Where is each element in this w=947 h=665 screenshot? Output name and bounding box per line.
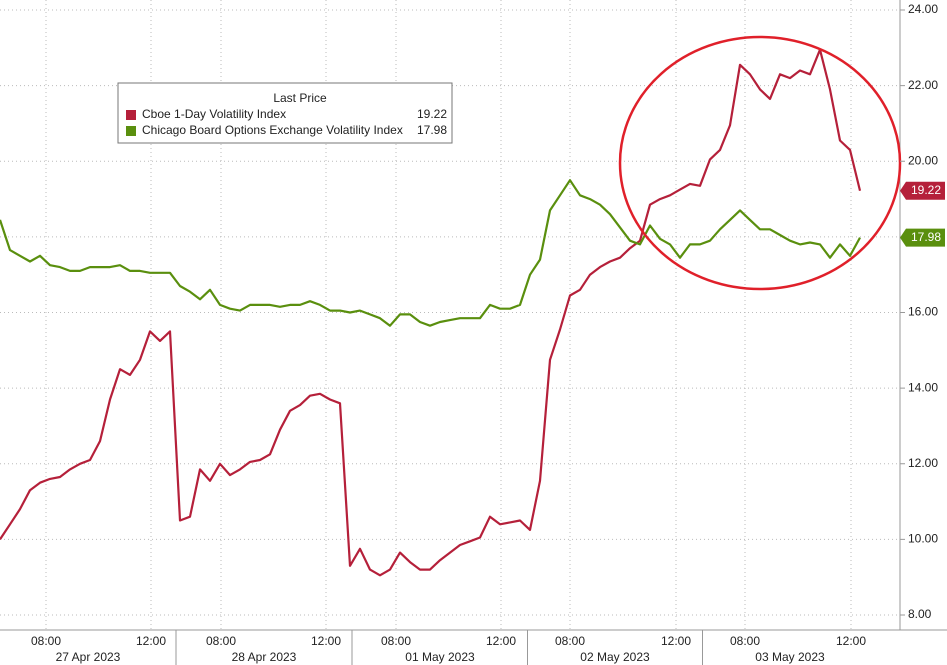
last-price-tag [900, 228, 945, 247]
legend-swatch [126, 126, 136, 136]
lines [0, 48, 862, 577]
x-tick-label: 12:00 [136, 634, 166, 648]
y-tick-label: 22.00 [908, 78, 938, 92]
x-tick-label: 08:00 [31, 634, 61, 648]
y-tick-label: 24.00 [908, 2, 938, 16]
day-label: 01 May 2023 [405, 650, 475, 664]
last-price-tag [900, 181, 945, 200]
day-label: 02 May 2023 [580, 650, 650, 664]
legend-box [117, 82, 453, 144]
x-tick-label: 08:00 [206, 634, 236, 648]
highlight-circle [618, 35, 902, 291]
y-tick-label: 10.00 [908, 532, 938, 546]
series-line [0, 48, 862, 577]
last-price-label: 19.22 [911, 183, 941, 197]
x-tick-label: 12:00 [311, 634, 341, 648]
x-tick-label: 08:00 [730, 634, 760, 648]
legend-label: Cboe 1-Day Volatility Index [142, 107, 286, 121]
day-label: 28 Apr 2023 [232, 650, 297, 664]
day-label: 03 May 2023 [755, 650, 825, 664]
x-tick-label: 08:00 [381, 634, 411, 648]
x-tick-label: 12:00 [836, 634, 866, 648]
x-tick-label: 12:00 [661, 634, 691, 648]
y-tick-label: 14.00 [908, 380, 938, 394]
last-price-label: 17.98 [911, 230, 941, 244]
y-tick-label: 20.00 [908, 153, 938, 167]
series-line [0, 179, 861, 327]
x-tick-label: 08:00 [555, 634, 585, 648]
x-tick-label: 12:00 [486, 634, 516, 648]
legend-label: Chicago Board Options Exchange Volatilit… [142, 123, 403, 137]
legend: Last Price [117, 82, 453, 144]
y-tick-label: 12.00 [908, 456, 938, 470]
y-tick-label: 8.00 [908, 607, 932, 621]
day-label: 27 Apr 2023 [56, 650, 121, 664]
y-tick-label: 16.00 [908, 305, 938, 319]
legend-title: Last Price [273, 91, 327, 105]
legend-value: 17.98 [417, 123, 447, 137]
legend-swatch [126, 110, 136, 120]
legend-value: 19.22 [417, 107, 447, 121]
